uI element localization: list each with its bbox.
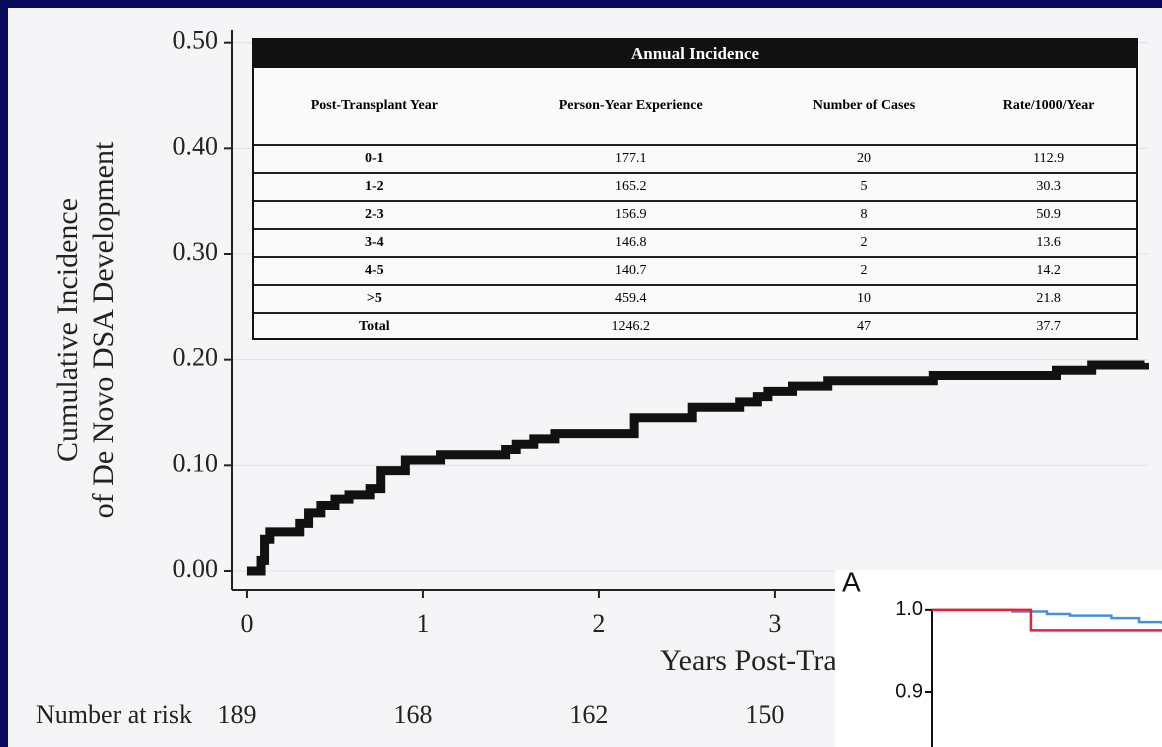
table-cell: 112.9 <box>961 144 1136 173</box>
table-cell: 165.2 <box>494 172 767 201</box>
table-row: 1-2 165.2 5 30.3 <box>254 172 1136 201</box>
table-cell: 5 <box>766 172 962 201</box>
table-cell: 30.3 <box>961 172 1136 201</box>
risk-value: 189 <box>217 700 256 729</box>
table-cell: 4-5 <box>254 256 495 285</box>
table-row: >5 459.4 10 21.8 <box>254 284 1136 313</box>
table-cell: 146.8 <box>494 228 767 257</box>
x-tick-label: 1 <box>416 609 429 638</box>
table-cell: 156.9 <box>494 200 767 229</box>
y-tick-label: 0.50 <box>173 26 219 55</box>
table-title: Annual Incidence <box>254 40 1136 68</box>
table-cell: 47 <box>766 312 962 340</box>
table-cell: 14.2 <box>961 256 1136 285</box>
inset-y-tick-label: 0.9 <box>895 680 923 702</box>
inset-background <box>835 570 1162 747</box>
table-row: 2-3 156.9 8 50.9 <box>254 200 1136 229</box>
table-cell: 177.1 <box>494 144 767 173</box>
table-cell: 50.9 <box>961 200 1136 229</box>
x-tick-label: 3 <box>768 609 781 638</box>
table-cell: 10 <box>766 284 962 313</box>
table-cell: 13.6 <box>961 228 1136 257</box>
table-cell: 1-2 <box>254 172 495 201</box>
inset-step-line <box>932 608 1162 632</box>
y-tick-label: 0.30 <box>173 237 219 266</box>
column-header: Rate/1000/Year <box>1002 98 1095 113</box>
y-tick-label: 0.00 <box>173 554 219 583</box>
x-tick-label: 0 <box>240 609 253 638</box>
table-cell: >5 <box>254 284 495 313</box>
table-row: Total 1246.2 47 37.7 <box>254 312 1136 340</box>
table-cell: 140.7 <box>494 256 767 285</box>
risk-value: 162 <box>569 700 608 729</box>
table-cell: Total <box>254 312 495 340</box>
table-cell: 1246.2 <box>494 312 767 340</box>
y-axis-label: of De Novo DSA Development <box>87 141 120 518</box>
inset-y-tick-label: 1.0 <box>895 598 923 620</box>
x-tick-label: 2 <box>592 609 605 638</box>
y-axis-label: Cumulative Incidence <box>51 198 84 462</box>
table-cell: 20 <box>766 144 962 173</box>
table-row: 3-4 146.8 2 13.6 <box>254 228 1136 257</box>
table-cell: 2-3 <box>254 200 495 229</box>
column-header: Person-Year Experience <box>558 98 703 113</box>
risk-value: 150 <box>745 700 784 729</box>
risk-label: Number at risk <box>36 700 192 729</box>
risk-value: 168 <box>393 700 432 729</box>
column-header: Number of Cases <box>812 98 916 113</box>
table-cell: 2 <box>766 256 962 285</box>
table-cell: 8 <box>766 200 962 229</box>
step-line <box>246 360 1149 576</box>
y-tick-label: 0.40 <box>173 131 219 160</box>
table-cell: 2 <box>766 228 962 257</box>
table-cell: 3-4 <box>254 228 495 257</box>
table-cell: 37.7 <box>961 312 1136 340</box>
inset-title: A <box>842 566 861 597</box>
column-header: Post-Transplant Year <box>310 98 438 113</box>
table-grid: Post-Transplant Year Person-Year Experien… <box>254 68 1136 340</box>
y-tick-label: 0.10 <box>173 448 219 477</box>
incidence-table: Annual Incidence Post-Transplant Year Per… <box>252 38 1138 340</box>
table-row: 0-1 177.1 20 112.9 <box>254 144 1136 173</box>
y-tick-label: 0.20 <box>173 343 219 372</box>
table-cell: 459.4 <box>494 284 767 313</box>
table-cell: 21.8 <box>961 284 1136 313</box>
table-row: 4-5 140.7 2 14.2 <box>254 256 1136 285</box>
table-cell: 0-1 <box>254 144 495 173</box>
inset-step-line <box>932 608 1162 624</box>
